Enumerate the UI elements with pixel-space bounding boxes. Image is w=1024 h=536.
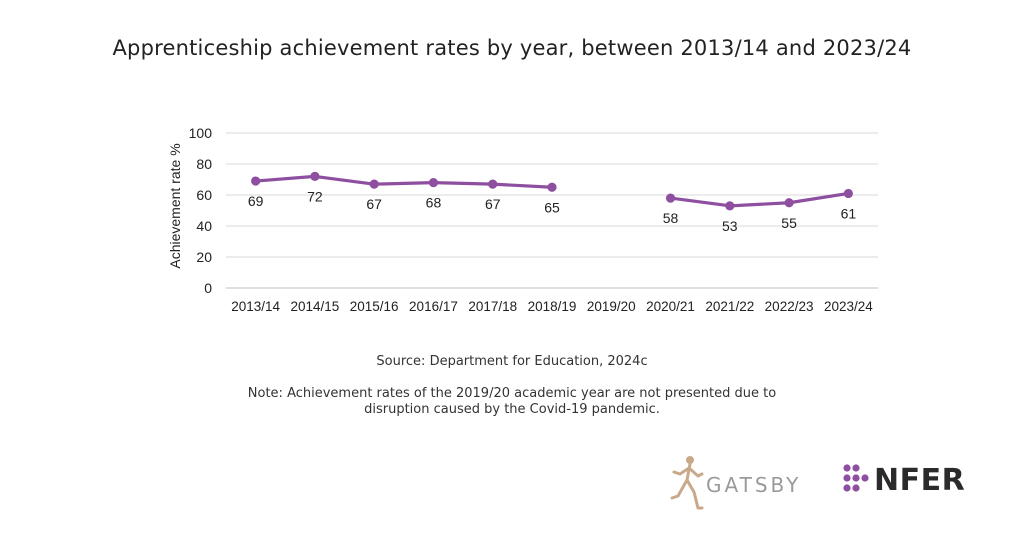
series-lines xyxy=(255,174,849,208)
data-label: 67 xyxy=(366,196,382,212)
data-label: 69 xyxy=(248,193,264,209)
note-line-2: disruption caused by the Covid-19 pandem… xyxy=(364,402,660,417)
x-tick-label: 2019/20 xyxy=(587,299,636,314)
x-tick-label: 2018/19 xyxy=(528,299,577,314)
data-label: 53 xyxy=(722,218,738,234)
y-axis-label: Achievement rate % xyxy=(167,143,183,268)
data-label: 68 xyxy=(426,195,442,211)
nfer-dots-icon xyxy=(843,464,869,492)
line-chart: 0 20 40 60 80 100 2013/14 2014/15 2015/16 2016/1… xyxy=(167,125,878,314)
y-axis-ticks: 0 20 40 60 80 100 xyxy=(189,125,213,296)
y-tick-label: 100 xyxy=(189,125,213,141)
data-labels: 69 72 67 68 67 65 58 53 55 61 xyxy=(248,188,857,233)
y-tick-label: 80 xyxy=(196,156,212,172)
chart-gridlines xyxy=(226,132,878,289)
gatsby-wordmark: GATSBY xyxy=(706,473,802,497)
data-label: 58 xyxy=(663,210,679,226)
data-label: 61 xyxy=(841,205,857,221)
data-label: 67 xyxy=(485,196,501,212)
series-points xyxy=(251,171,853,211)
data-point xyxy=(547,182,557,192)
x-tick-label: 2020/21 xyxy=(646,299,695,314)
page-title: Apprenticeship achievement rates by year… xyxy=(112,36,912,60)
data-label: 65 xyxy=(544,199,560,215)
y-tick-label: 40 xyxy=(196,218,212,234)
nfer-logo: NFER xyxy=(842,462,992,502)
series-line xyxy=(670,191,849,208)
data-point xyxy=(665,193,676,203)
runner-icon xyxy=(670,456,704,510)
data-point xyxy=(784,198,794,208)
note-caption: Note: Achievement rates of the 2019/20 a… xyxy=(200,386,824,418)
gatsby-logo: GATSBY xyxy=(668,452,808,512)
series-line xyxy=(255,174,553,189)
data-point xyxy=(310,171,320,181)
x-tick-label: 2021/22 xyxy=(705,299,754,314)
data-label: 55 xyxy=(781,215,797,231)
x-tick-label: 2023/24 xyxy=(824,299,873,314)
data-point xyxy=(251,176,261,186)
x-tick-label: 2016/17 xyxy=(409,299,458,314)
x-tick-label: 2013/14 xyxy=(231,299,280,314)
x-tick-label: 2022/23 xyxy=(765,299,814,314)
source-caption: Source: Department for Education, 2024c xyxy=(376,354,648,369)
data-point xyxy=(725,201,735,211)
x-tick-label: 2014/15 xyxy=(291,299,340,314)
x-tick-label: 2017/18 xyxy=(468,299,517,314)
y-tick-label: 60 xyxy=(196,187,212,203)
data-point xyxy=(428,178,439,188)
data-label: 72 xyxy=(307,188,323,204)
data-point xyxy=(488,179,498,189)
data-point xyxy=(843,188,853,199)
y-tick-label: 20 xyxy=(196,249,212,265)
nfer-wordmark: NFER xyxy=(874,463,966,498)
x-tick-label: 2015/16 xyxy=(350,299,399,314)
x-axis-ticks: 2013/14 2014/15 2015/16 2016/17 2017/18 2018/… xyxy=(231,299,873,314)
note-line-1: Note: Achievement rates of the 2019/20 a… xyxy=(247,386,777,401)
y-tick-label: 0 xyxy=(204,280,212,296)
data-point xyxy=(369,179,379,189)
